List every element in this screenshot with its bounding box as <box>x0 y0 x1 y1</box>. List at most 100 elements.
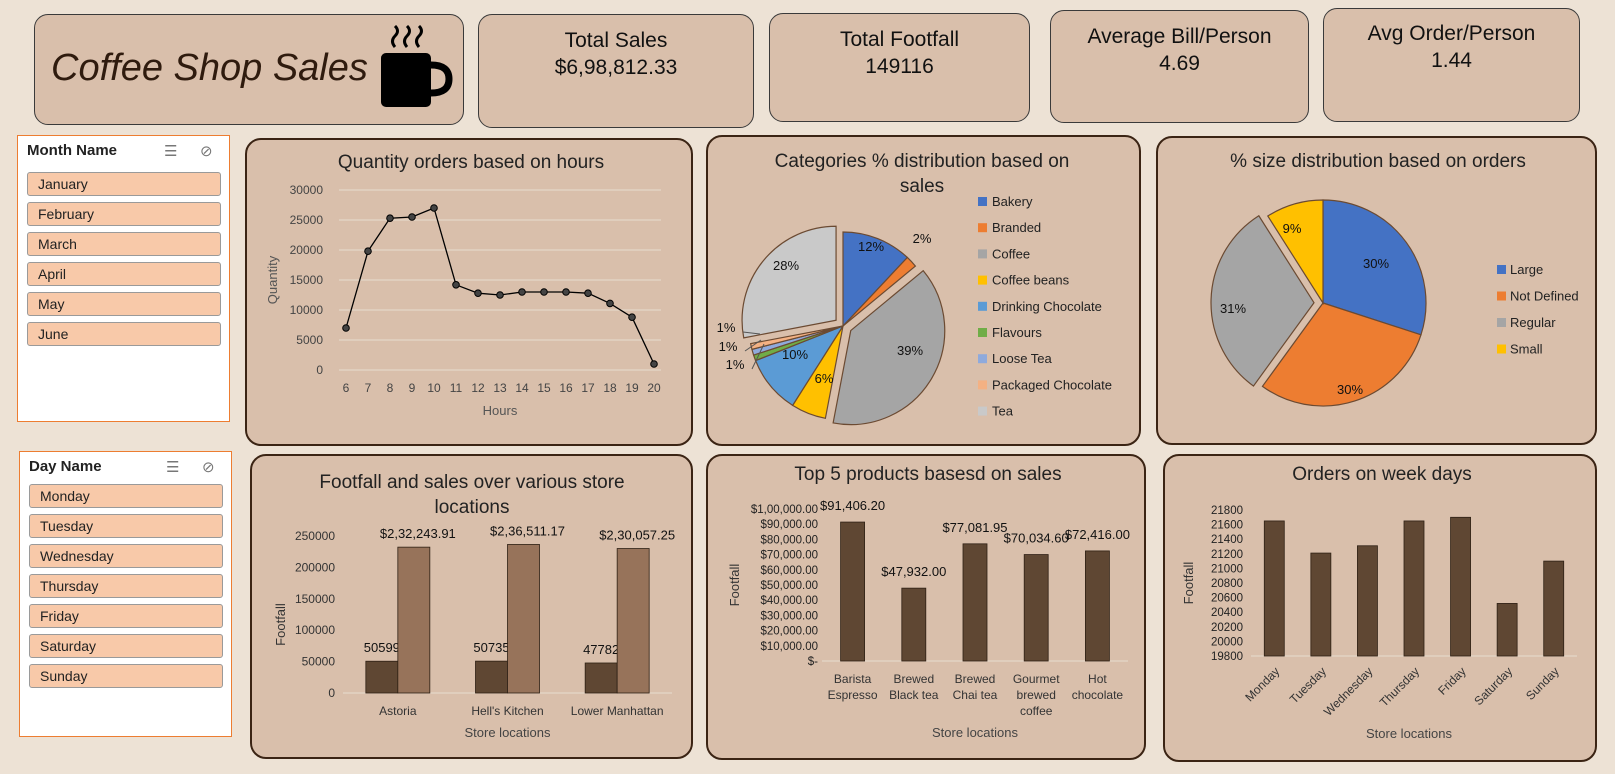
legend-swatch <box>978 328 987 337</box>
data-label: 1% <box>726 357 745 372</box>
legend-swatch <box>978 380 987 390</box>
data-point <box>430 204 438 212</box>
y-tick-label: 21400 <box>1211 534 1243 546</box>
y-axis-label: Footfall <box>1181 562 1196 605</box>
legend-label: Not Defined <box>1510 289 1579 304</box>
bar <box>616 548 650 694</box>
slicer-item-sunday[interactable]: Sunday <box>29 664 223 688</box>
y-axis-label: Quantity <box>265 255 280 304</box>
series-line <box>345 207 655 365</box>
legend-swatch <box>978 301 987 311</box>
chart-title: Quantity orders based on hours <box>338 152 604 173</box>
clear-filter-icon[interactable]: ⊘ <box>202 459 215 476</box>
month-slicer: Month Name ☰ ⊘ January February March Ap… <box>17 135 230 422</box>
chart-title: sales <box>900 176 944 197</box>
slicer-item-monday[interactable]: Monday <box>29 484 223 508</box>
slicer-item-april[interactable]: April <box>27 262 221 286</box>
data-label: 6% <box>815 371 834 386</box>
y-tick-label: 10000 <box>290 303 324 317</box>
data-label: 1% <box>719 339 738 354</box>
slicer-item-friday[interactable]: Friday <box>29 604 223 628</box>
data-point <box>364 247 372 255</box>
legend-swatch <box>1497 318 1506 327</box>
legend-label: Tea <box>992 404 1014 419</box>
kpi-avg-order: Avg Order/Person 1.44 <box>1323 8 1580 122</box>
slicer-item-tuesday[interactable]: Tuesday <box>29 514 223 538</box>
x-tick-label: brewed <box>1017 688 1056 702</box>
x-tick-label: 19 <box>625 381 639 395</box>
legend-label: Large <box>1510 262 1543 277</box>
y-axis-label: Footfall <box>727 564 742 607</box>
weekdays-chart-panel: Orders on week days 19800 20000 20200 20400 2… <box>1163 454 1597 762</box>
data-label: $72,416.00 <box>1065 527 1130 542</box>
pie-slice <box>1322 199 1427 336</box>
bar <box>584 662 618 694</box>
leader-line <box>744 339 762 352</box>
y-tick-label: 20000 <box>1211 636 1243 648</box>
y-tick-label: $1,00,000.00 <box>751 504 818 516</box>
legend-label: Regular <box>1510 315 1556 330</box>
data-point <box>606 299 614 308</box>
hours-line-chart: Quantity orders based on hours 0 5000 10000… <box>265 152 661 418</box>
chart-title: Orders on week days <box>1292 464 1472 485</box>
data-label: 1% <box>717 320 736 335</box>
legend-swatch <box>1497 291 1506 301</box>
x-tick-label: 17 <box>581 381 595 395</box>
legend-label: Flavours <box>992 325 1042 340</box>
bar <box>1357 545 1378 657</box>
slicer-item-saturday[interactable]: Saturday <box>29 634 223 658</box>
kpi-value: 1.44 <box>1431 49 1472 72</box>
x-tick-label: 8 <box>387 381 394 395</box>
day-slicer-title: Day Name <box>29 458 102 475</box>
categories-pie-chart: Categories % distribution based on sales 1… <box>717 151 1112 426</box>
x-tick-label: 12 <box>471 381 485 395</box>
slicer-item-june[interactable]: June <box>27 322 221 346</box>
y-tick-label: $70,000.00 <box>760 550 818 562</box>
slicer-item-january[interactable]: January <box>27 172 221 196</box>
slicer-item-wednesday[interactable]: Wednesday <box>29 544 223 568</box>
multi-select-icon[interactable]: ☰ <box>166 459 180 476</box>
data-point <box>386 214 394 222</box>
y-tick-label: 25000 <box>290 213 324 227</box>
multi-select-icon[interactable]: ☰ <box>164 143 178 160</box>
y-tick-label: 21800 <box>1211 505 1243 517</box>
y-tick-label: $10,000.00 <box>760 641 818 653</box>
y-tick-label: 20200 <box>1211 622 1243 634</box>
y-tick-label: $30,000.00 <box>760 610 818 622</box>
x-tick-label: Astoria <box>379 704 417 718</box>
x-axis-label: Store locations <box>465 725 551 740</box>
legend-swatch <box>978 354 987 364</box>
x-tick-label: Gourmet <box>1013 672 1060 686</box>
data-label: 28% <box>773 258 799 273</box>
bar <box>901 587 927 662</box>
slicer-item-may[interactable]: May <box>27 292 221 316</box>
chart-title: Categories % distribution based on <box>775 151 1070 172</box>
x-tick-label: Chai tea <box>953 688 998 702</box>
slicer-item-march[interactable]: March <box>27 232 221 256</box>
x-tick-label: Lower Manhattan <box>571 704 664 718</box>
y-tick-label: 0 <box>328 686 335 700</box>
kpi-label: Average Bill/Person <box>1087 25 1272 48</box>
legend-swatch <box>978 406 987 416</box>
x-axis-label: Hours <box>483 403 518 418</box>
coffee-mug-icon <box>381 25 453 107</box>
data-point <box>650 360 658 368</box>
legend-swatch <box>1497 265 1506 274</box>
y-tick-label: $40,000.00 <box>760 595 818 607</box>
bar <box>1023 554 1049 662</box>
bar <box>507 544 540 694</box>
slicer-item-thursday[interactable]: Thursday <box>29 574 223 598</box>
bar <box>962 543 988 662</box>
clear-filter-icon[interactable]: ⊘ <box>200 143 213 160</box>
x-tick-label: Black tea <box>889 688 939 702</box>
x-tick-label: Tuesday <box>1287 664 1329 706</box>
legend-label: Drinking Chocolate <box>992 299 1102 314</box>
data-label: $47,932.00 <box>881 564 946 579</box>
stores-bar-chart: Footfall and sales over various store loc… <box>273 472 675 740</box>
pie-slice <box>1266 199 1324 306</box>
kpi-label: Total Footfall <box>839 28 960 51</box>
data-label: $91,406.20 <box>820 498 885 513</box>
slicer-item-february[interactable]: February <box>27 202 221 226</box>
data-label: 50735 <box>473 640 509 655</box>
chart-title: % size distribution based on orders <box>1230 151 1526 172</box>
